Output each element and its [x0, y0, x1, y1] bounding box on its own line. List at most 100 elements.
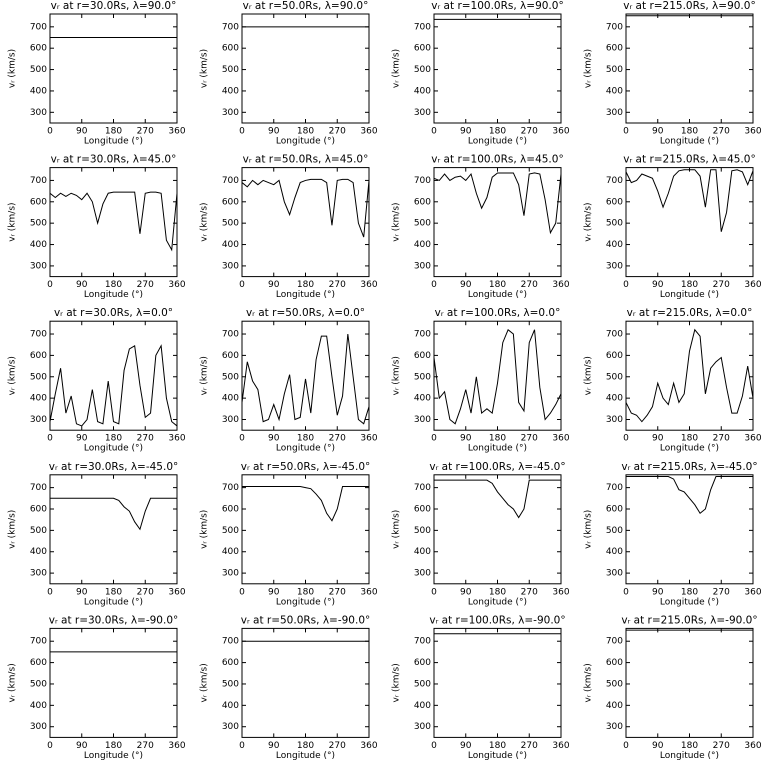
y-tick-label: 400 [30, 86, 47, 96]
plot-frame [625, 627, 754, 738]
x-tick-label: 0 [431, 280, 437, 290]
x-tick-label: 90 [268, 434, 280, 444]
plot-frame [241, 167, 370, 278]
x-tick-label: 270 [137, 741, 154, 751]
y-tick-label: 400 [222, 394, 239, 404]
y-tick-label: 300 [222, 722, 239, 732]
y-tick-label: 700 [606, 22, 623, 32]
y-tick-label: 400 [222, 240, 239, 250]
x-tick-label: 0 [431, 127, 437, 137]
y-tick-label: 300 [606, 108, 623, 118]
x-tick-label: 270 [329, 127, 346, 137]
x-tick-label: 0 [623, 127, 629, 137]
y-tick-label: 500 [414, 679, 431, 689]
y-tick-label: 400 [414, 86, 431, 96]
x-axis-label: Longitude (°) [468, 751, 527, 761]
y-tick-label: 600 [414, 351, 431, 361]
y-axis-label: vᵣ (km/s) [584, 510, 594, 549]
x-tick-label: 180 [489, 587, 506, 597]
x-tick-label: 270 [521, 741, 538, 751]
chart-title: vᵣ at r=215.0Rs, λ=-90.0° [621, 614, 757, 626]
x-axis-label: Longitude (°) [660, 597, 719, 607]
y-tick-label: 300 [606, 261, 623, 271]
x-axis-label: Longitude (°) [468, 597, 527, 607]
x-tick-label: 180 [681, 587, 698, 597]
x-axis-label: Longitude (°) [276, 751, 335, 761]
y-tick-label: 400 [222, 701, 239, 711]
x-tick-label: 360 [744, 127, 761, 137]
x-tick-label: 0 [431, 587, 437, 597]
x-tick-label: 90 [652, 280, 664, 290]
x-tick-label: 360 [552, 741, 569, 751]
y-axis-label: vᵣ (km/s) [200, 202, 210, 241]
x-axis-label: Longitude (°) [660, 137, 719, 147]
x-axis-label: Longitude (°) [468, 137, 527, 147]
y-tick-label: 500 [30, 679, 47, 689]
y-axis-label: vᵣ (km/s) [8, 202, 18, 241]
x-tick-label: 270 [521, 127, 538, 137]
y-tick-label: 300 [414, 569, 431, 579]
x-tick-label: 270 [137, 280, 154, 290]
data-line [625, 169, 754, 232]
x-tick-label: 360 [552, 127, 569, 137]
x-tick-label: 180 [105, 741, 122, 751]
x-tick-label: 90 [460, 434, 472, 444]
x-tick-label: 90 [652, 741, 664, 751]
x-axis-label: Longitude (°) [84, 444, 143, 454]
y-axis-label: vᵣ (km/s) [584, 356, 594, 395]
chart-title: vᵣ at r=30.0Rs, λ=-45.0° [49, 461, 179, 473]
plot-frame [625, 320, 754, 431]
y-tick-label: 400 [606, 547, 623, 557]
x-tick-label: 180 [297, 434, 314, 444]
x-tick-label: 90 [76, 434, 88, 444]
x-tick-label: 360 [744, 280, 761, 290]
x-tick-label: 270 [713, 741, 730, 751]
y-tick-label: 400 [606, 240, 623, 250]
y-tick-label: 400 [30, 547, 47, 557]
y-tick-label: 400 [414, 547, 431, 557]
y-tick-label: 500 [606, 219, 623, 229]
y-tick-label: 400 [606, 394, 623, 404]
x-tick-label: 270 [137, 434, 154, 444]
y-tick-label: 400 [222, 547, 239, 557]
data-line [626, 476, 753, 515]
y-tick-label: 300 [30, 415, 47, 425]
plot-frame [433, 320, 562, 431]
chart-title: vᵣ at r=100.0Rs, λ=-45.0° [429, 461, 565, 473]
x-tick-label: 0 [239, 587, 245, 597]
x-tick-label: 270 [329, 434, 346, 444]
chart-title: vᵣ at r=215.0Rs, λ=0.0° [627, 307, 753, 319]
data-line [49, 344, 178, 427]
y-tick-label: 600 [30, 44, 47, 54]
data-line [49, 191, 178, 252]
y-tick-label: 600 [30, 658, 47, 668]
x-tick-label: 270 [137, 127, 154, 137]
y-axis-label: vᵣ (km/s) [8, 356, 18, 395]
chart-title: vᵣ at r=100.0Rs, λ=45.0° [431, 154, 563, 166]
y-tick-label: 500 [606, 679, 623, 689]
y-tick-label: 500 [414, 219, 431, 229]
y-tick-label: 500 [30, 372, 47, 382]
plot-frame [49, 167, 178, 278]
x-tick-label: 270 [137, 587, 154, 597]
x-tick-label: 360 [744, 741, 761, 751]
x-tick-label: 360 [552, 280, 569, 290]
x-axis-label: Longitude (°) [468, 290, 527, 300]
x-tick-label: 0 [47, 741, 53, 751]
data-line [434, 479, 561, 519]
x-axis-label: Longitude (°) [468, 444, 527, 454]
plot-frame [241, 320, 370, 431]
x-tick-label: 0 [47, 127, 53, 137]
x-tick-label: 360 [744, 587, 761, 597]
x-tick-label: 360 [360, 741, 377, 751]
x-axis-label: Longitude (°) [660, 444, 719, 454]
y-axis-label: vᵣ (km/s) [8, 663, 18, 702]
y-tick-label: 300 [414, 108, 431, 118]
data-line [241, 178, 370, 238]
x-tick-label: 360 [168, 587, 185, 597]
x-axis-label: Longitude (°) [660, 290, 719, 300]
y-tick-label: 400 [414, 394, 431, 404]
y-tick-label: 300 [606, 722, 623, 732]
chart-title: vᵣ at r=100.0Rs, λ=-90.0° [429, 614, 565, 626]
